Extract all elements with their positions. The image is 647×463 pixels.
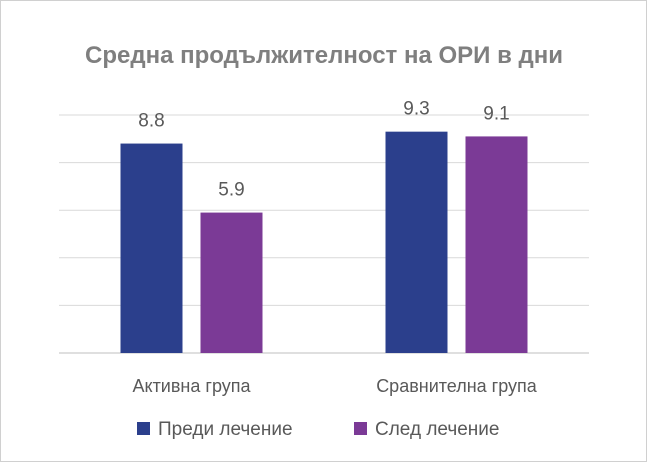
chart-title: Средна продължителност на ОРИ в дни: [85, 42, 563, 69]
data-label: 8.8: [138, 111, 164, 132]
category-label: Активна група: [132, 376, 251, 396]
legend-label: След лечение: [375, 419, 499, 440]
legend: Преди лечение След лечение: [137, 419, 499, 440]
bars: [120, 131, 528, 353]
legend-swatch: [354, 422, 367, 435]
bar-after-active: [200, 212, 263, 353]
bar-after-comparison: [465, 136, 528, 353]
legend-swatch: [137, 422, 150, 435]
legend-label: Преди лечение: [158, 419, 293, 440]
data-label: 9.3: [403, 99, 429, 120]
data-label: 9.1: [483, 103, 509, 124]
bar-before-active: [120, 143, 183, 353]
category-label: Сравнителна група: [376, 376, 538, 396]
data-labels: 8.8 5.9 9.3 9.1: [138, 99, 509, 201]
data-label: 5.9: [218, 180, 244, 201]
category-axis: Активна група Сравнителна група: [132, 376, 537, 396]
bar-before-comparison: [385, 131, 448, 353]
